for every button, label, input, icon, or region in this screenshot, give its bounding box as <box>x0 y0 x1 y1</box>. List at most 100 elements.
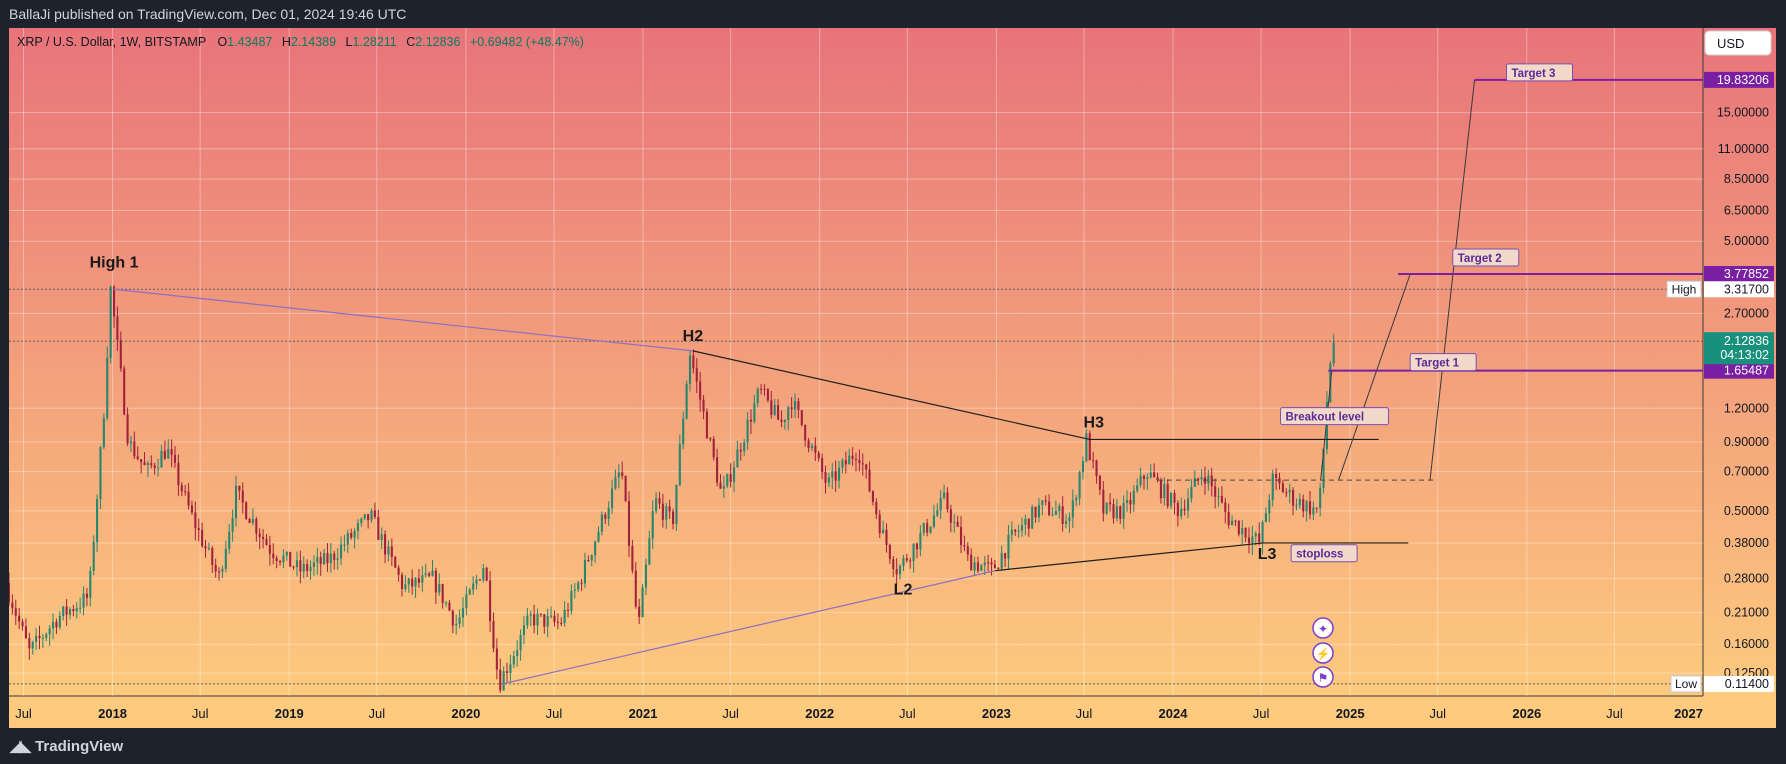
candle-body <box>1298 499 1301 506</box>
candle-body <box>62 606 65 617</box>
candle-body <box>699 381 702 400</box>
candle-body <box>946 492 949 510</box>
candle-body <box>157 467 160 469</box>
candle-body <box>140 459 143 463</box>
candle-body <box>777 405 780 420</box>
candle-body <box>417 578 420 583</box>
candle-body <box>116 316 119 341</box>
price-tick-label: 0.16000 <box>1724 637 1769 651</box>
candle-body <box>306 563 309 572</box>
candle-body <box>970 554 973 571</box>
candle-body <box>1159 480 1162 499</box>
candle-body <box>1048 501 1051 516</box>
change-value: +0.69482 (+48.47%) <box>470 35 584 49</box>
candle-body <box>187 491 190 506</box>
candle-body <box>868 469 871 492</box>
candle-body <box>959 526 963 545</box>
candle-body <box>516 650 519 656</box>
candle-body <box>495 648 498 670</box>
candle-body <box>600 514 603 532</box>
candle-body <box>1173 493 1176 503</box>
candle-body <box>634 570 637 607</box>
candle-body <box>211 548 214 566</box>
flag-icon[interactable]: ⚑ <box>1312 666 1334 688</box>
candle-body <box>82 593 85 608</box>
candle-body <box>1142 475 1146 480</box>
candle-body <box>661 503 664 520</box>
candle-body <box>1027 518 1030 529</box>
low-tag-label: Low <box>1675 677 1697 691</box>
stoploss-label: stoploss <box>1296 549 1343 561</box>
candle-body <box>1268 499 1271 514</box>
price-chart[interactable]: High 1 H2 H3 L2 L3 Breakout level stoploss Targ… <box>9 28 1776 728</box>
candle-body <box>753 403 756 422</box>
sparkle-icon-glyph: ✦ <box>1318 622 1328 636</box>
open-value: 1.43487 <box>227 35 272 49</box>
candle-body <box>119 340 122 369</box>
trendline <box>995 542 1264 572</box>
trendline <box>692 350 1090 441</box>
sparkle-icon[interactable]: ✦ <box>1312 617 1334 639</box>
candle-body <box>316 557 319 563</box>
candle-body <box>980 565 983 571</box>
target-price-badge: 3.77852 <box>1724 267 1769 281</box>
candle-body <box>451 610 454 626</box>
candle-body <box>1247 537 1251 544</box>
candle-body <box>587 560 590 562</box>
candle-body <box>766 389 769 401</box>
candle-body <box>614 477 617 489</box>
time-axis-background <box>9 696 1776 728</box>
candle-body <box>339 544 343 559</box>
candle-body <box>502 671 505 691</box>
candle-body <box>28 638 31 649</box>
chart-area[interactable]: High 1 H2 H3 L2 L3 Breakout level stoploss Targ… <box>9 28 1776 728</box>
candle-body <box>323 552 326 565</box>
target-label: Target 1 <box>1415 358 1459 370</box>
tradingview-logo[interactable]: ◢◣ TradingView <box>10 737 123 756</box>
lightning-icon[interactable]: ⚡ <box>1312 642 1334 664</box>
candle-body <box>353 530 356 538</box>
candle-body <box>1051 514 1054 516</box>
candle-body <box>38 635 41 638</box>
candle-body <box>346 533 349 545</box>
candle-body <box>827 477 830 483</box>
price-tick-label: 0.90000 <box>1724 435 1769 449</box>
candle-body <box>871 491 874 502</box>
candle-body <box>800 410 803 426</box>
candle-body <box>1037 505 1041 518</box>
candle-body <box>228 531 231 549</box>
candle-body <box>780 419 783 422</box>
candle-body <box>604 514 607 519</box>
footer-bar: ◢◣ TradingView <box>0 728 1786 764</box>
candle-body <box>831 471 834 478</box>
tradingview-logo-icon: ◢◣ <box>10 738 31 755</box>
candle-body <box>1122 502 1125 519</box>
candle-body <box>875 501 878 515</box>
candle-body <box>966 546 969 555</box>
candle-body <box>685 383 688 419</box>
candle-body <box>844 460 847 465</box>
candle-body <box>760 388 763 390</box>
low-value: 1.28211 <box>353 35 397 49</box>
candle-body <box>1180 508 1183 517</box>
candle-body <box>617 472 620 478</box>
candle-body <box>949 509 952 523</box>
candle-body <box>594 541 597 556</box>
candle-body <box>583 560 587 584</box>
candle-body <box>41 637 44 639</box>
candle-body <box>65 606 68 615</box>
candle-body <box>309 566 312 572</box>
candle-body <box>807 440 810 448</box>
currency-button[interactable]: USD <box>1704 30 1772 56</box>
symbol-legend: XRP / U.S. Dollar, 1W, BITSTAMP O1.43487… <box>17 35 584 49</box>
target-label: Target 2 <box>1458 253 1502 265</box>
candle-body <box>167 449 170 459</box>
candle-body <box>655 498 658 512</box>
candle-body <box>895 569 898 575</box>
candle-body <box>31 642 34 649</box>
drawings-layer <box>9 78 1703 685</box>
candle-body <box>92 542 95 571</box>
candle-body <box>248 518 251 524</box>
candle-body <box>109 286 112 358</box>
pattern-label: L2 <box>894 582 913 599</box>
